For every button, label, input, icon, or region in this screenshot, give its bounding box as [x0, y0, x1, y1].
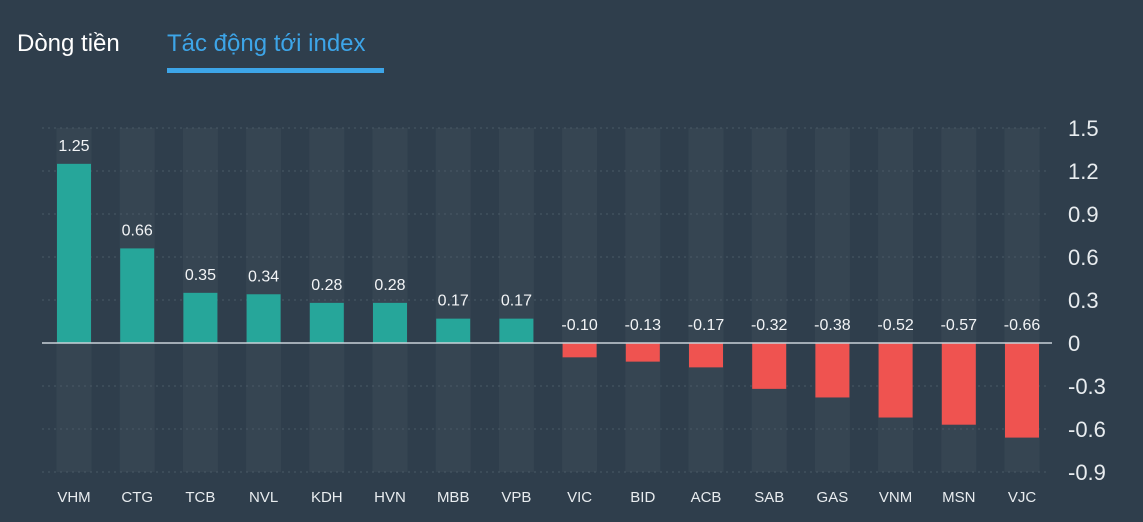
x-tick-label-mbb: MBB: [437, 489, 470, 506]
bar-msn: [941, 343, 976, 425]
tab-dong-tien[interactable]: Dòng tiền: [17, 30, 120, 57]
bar-bid: [625, 343, 660, 362]
y-tick-label-0.6: 0.6: [1068, 245, 1099, 270]
bar-ctg: [120, 248, 155, 343]
x-tick-label-acb: ACB: [691, 489, 722, 506]
data-label-vic: -0.10: [561, 317, 598, 334]
active-tab-underline: [167, 68, 384, 73]
x-tick-label-vpb: VPB: [501, 489, 531, 506]
data-label-gas: -0.38: [814, 317, 851, 334]
bar-hvn: [373, 302, 407, 343]
data-label-vpb: 0.17: [501, 293, 532, 310]
data-label-ctg: 0.66: [122, 222, 153, 239]
column-band-mbb: [435, 128, 471, 472]
y-tick-label-0.3: 0.3: [1068, 288, 1099, 313]
bar-vhm: [57, 163, 91, 343]
column-band-vic: [562, 128, 598, 472]
x-tick-label-bid: BID: [630, 489, 655, 506]
bar-vpb: [499, 318, 534, 343]
y-tick-label--0.6: -0.6: [1068, 417, 1106, 442]
y-tick-label-0: 0: [1068, 331, 1080, 356]
x-tick-label-sab: SAB: [754, 489, 784, 506]
x-tick-label-vic: VIC: [567, 489, 592, 506]
data-label-msn: -0.57: [941, 317, 978, 334]
bar-nvl: [246, 294, 281, 343]
bar-vjc: [1005, 343, 1039, 438]
bar-kdh: [309, 302, 344, 343]
x-tick-label-vjc: VJC: [1008, 489, 1037, 506]
data-label-sab: -0.32: [751, 317, 788, 334]
x-tick-label-vnm: VNM: [879, 489, 912, 506]
data-label-bid: -0.13: [625, 317, 662, 334]
data-label-hvn: 0.28: [374, 277, 405, 294]
data-label-nvl: 0.34: [248, 268, 279, 285]
data-label-mbb: 0.17: [438, 293, 469, 310]
column-band-kdh: [309, 128, 345, 472]
tab-bar: Dòng tiền Tác động tới index: [0, 0, 1143, 80]
bar-vic: [562, 343, 597, 358]
x-tick-label-tcb: TCB: [185, 489, 215, 506]
bar-vnm: [878, 343, 913, 418]
y-tick-label-0.9: 0.9: [1068, 202, 1099, 227]
y-tick-label--0.3: -0.3: [1068, 374, 1106, 399]
data-label-kdh: 0.28: [311, 277, 342, 294]
y-tick-label-1.5: 1.5: [1068, 116, 1099, 141]
x-tick-label-hvn: HVN: [374, 489, 406, 506]
bar-acb: [689, 343, 723, 368]
data-label-vhm: 1.25: [58, 138, 89, 155]
data-label-vjc: -0.66: [1004, 317, 1041, 334]
x-tick-label-ctg: CTG: [121, 489, 153, 506]
bar-mbb: [436, 318, 471, 343]
x-tick-label-kdh: KDH: [311, 489, 343, 506]
column-band-acb: [688, 128, 724, 472]
y-tick-label-1.2: 1.2: [1068, 159, 1099, 184]
x-tick-label-msn: MSN: [942, 489, 975, 506]
bar-sab: [752, 343, 787, 389]
bar-tcb: [183, 292, 218, 343]
x-tick-label-vhm: VHM: [57, 489, 90, 506]
x-tick-label-nvl: NVL: [249, 489, 278, 506]
data-label-vnm: -0.52: [877, 317, 914, 334]
data-label-tcb: 0.35: [185, 267, 216, 284]
x-tick-label-gas: GAS: [817, 489, 849, 506]
bar-gas: [815, 343, 850, 398]
tab-tac-dong-toi-index[interactable]: Tác động tới index: [167, 30, 366, 57]
data-label-acb: -0.17: [688, 317, 725, 334]
column-band-gas: [814, 128, 850, 472]
y-tick-label--0.9: -0.9: [1068, 460, 1106, 485]
